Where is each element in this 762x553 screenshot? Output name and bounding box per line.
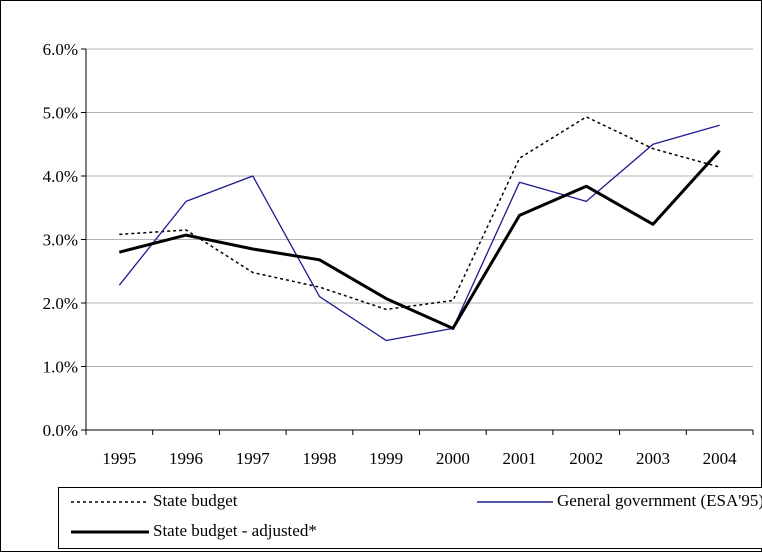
x-tick-label: 2003	[636, 449, 670, 468]
y-tick-label: 4.0%	[43, 167, 78, 186]
x-tick-label: 2004	[703, 449, 738, 468]
legend: State budget General government (ESA'95)…	[58, 487, 762, 549]
x-tick-label: 1999	[369, 449, 403, 468]
legend-label-state-budget: State budget	[153, 491, 238, 510]
x-tick-label: 1998	[302, 449, 336, 468]
y-tick-label: 5.0%	[43, 104, 78, 123]
x-tick-label: 2000	[436, 449, 470, 468]
series-line-state-budget-adjusted	[118, 149, 721, 330]
x-tick-label: 1995	[102, 449, 136, 468]
x-tick-label: 2001	[503, 449, 537, 468]
y-tick-label: 1.0%	[43, 358, 78, 377]
y-tick-label: 6.0%	[43, 40, 78, 59]
x-tick-label: 2002	[569, 449, 603, 468]
x-tick-label: 1997	[236, 449, 271, 468]
legend-label-general-government: General government (ESA'95)	[557, 491, 762, 510]
y-tick-label: 3.0%	[43, 231, 78, 250]
series-line-state-budget	[119, 116, 720, 311]
series-line-general-government	[118, 124, 720, 342]
legend-label-state-budget-adjusted: State budget - adjusted*	[153, 521, 317, 540]
y-tick-label: 2.0%	[43, 294, 78, 313]
x-tick-label: 1996	[169, 449, 203, 468]
y-tick-label: 0.0%	[43, 421, 78, 440]
